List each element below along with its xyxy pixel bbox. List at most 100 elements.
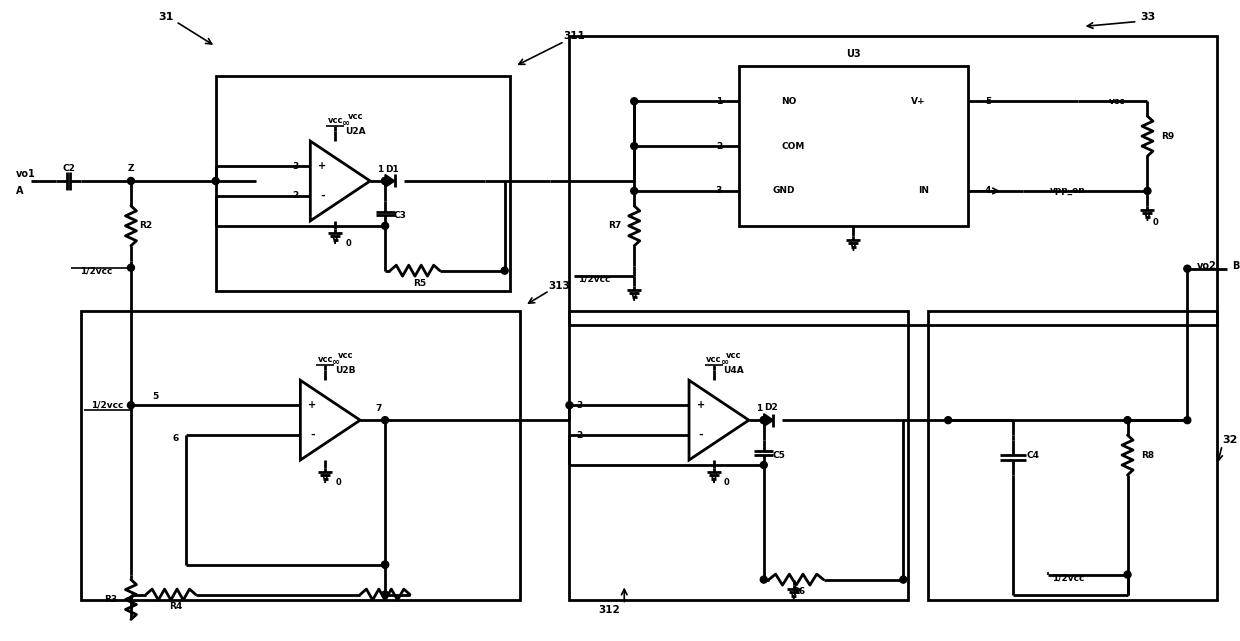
Circle shape: [382, 561, 388, 568]
Circle shape: [631, 142, 637, 149]
Text: C3: C3: [393, 212, 407, 221]
Text: +: +: [319, 161, 326, 171]
Text: 6: 6: [172, 433, 179, 442]
Bar: [81, 310, 520, 599]
Polygon shape: [386, 174, 394, 187]
Text: ∞: ∞: [341, 118, 350, 128]
Polygon shape: [764, 413, 774, 427]
Circle shape: [128, 178, 134, 185]
Circle shape: [382, 561, 388, 568]
Text: IN: IN: [918, 187, 929, 196]
Text: 31: 31: [159, 12, 174, 22]
Text: A: A: [16, 186, 24, 196]
Text: vcc: vcc: [337, 351, 353, 360]
Text: Z: Z: [128, 163, 134, 172]
Text: 1: 1: [715, 97, 722, 106]
Text: R6: R6: [792, 587, 805, 596]
Text: U2B: U2B: [335, 366, 356, 375]
Text: V+: V+: [911, 97, 925, 106]
Text: 0: 0: [345, 239, 351, 248]
Text: ∞: ∞: [331, 357, 340, 367]
Text: U3: U3: [846, 49, 861, 60]
Text: 0: 0: [335, 478, 341, 487]
Text: GND: GND: [773, 187, 795, 196]
Circle shape: [631, 187, 637, 194]
Text: ∞: ∞: [720, 357, 728, 367]
Circle shape: [900, 576, 906, 583]
Text: R7: R7: [608, 221, 621, 230]
Text: 1/2vcc: 1/2vcc: [91, 401, 124, 410]
Text: vcc: vcc: [727, 351, 742, 360]
Text: 5: 5: [985, 97, 991, 106]
Circle shape: [760, 417, 768, 424]
Text: C5: C5: [773, 451, 785, 460]
Circle shape: [1145, 187, 1151, 194]
Text: B: B: [1233, 261, 1240, 271]
Text: 4: 4: [985, 187, 991, 196]
Text: 311: 311: [563, 31, 585, 42]
Text: D2: D2: [764, 403, 777, 412]
Text: 3: 3: [577, 401, 583, 410]
Text: 1/2vcc: 1/2vcc: [79, 266, 113, 275]
Text: -: -: [310, 430, 315, 440]
Text: vcc: vcc: [1110, 97, 1126, 106]
Text: 33: 33: [1140, 12, 1156, 22]
Text: 1/2vcc: 1/2vcc: [1052, 573, 1084, 582]
Circle shape: [128, 402, 134, 409]
Text: 1: 1: [755, 404, 761, 413]
Circle shape: [945, 417, 951, 424]
Text: 3: 3: [293, 162, 299, 171]
Circle shape: [128, 264, 134, 271]
Text: +: +: [309, 400, 316, 410]
Text: U4A: U4A: [723, 366, 744, 375]
Circle shape: [760, 417, 768, 424]
Text: NO: NO: [781, 97, 796, 106]
Text: vcc: vcc: [347, 112, 363, 121]
Text: -: -: [698, 430, 703, 440]
Bar: [739, 67, 968, 226]
Text: R3: R3: [104, 595, 118, 604]
Bar: [216, 76, 510, 290]
Text: R9: R9: [1161, 131, 1174, 140]
Text: vcc: vcc: [317, 355, 334, 364]
Circle shape: [212, 178, 219, 185]
Circle shape: [382, 222, 388, 229]
Text: vpp_en: vpp_en: [1050, 187, 1085, 196]
Text: 3: 3: [715, 187, 722, 196]
Text: 7: 7: [374, 404, 381, 413]
Text: 0: 0: [724, 478, 730, 487]
Text: 0: 0: [1152, 219, 1158, 228]
Circle shape: [760, 576, 768, 583]
Text: 312: 312: [599, 604, 620, 615]
Text: 5: 5: [153, 392, 159, 401]
Text: COM: COM: [782, 142, 805, 151]
Circle shape: [1123, 571, 1131, 578]
Circle shape: [631, 98, 637, 104]
Circle shape: [382, 178, 388, 185]
Text: 1: 1: [377, 165, 383, 174]
Bar: [929, 310, 1218, 599]
Text: 32: 32: [1223, 435, 1238, 445]
Text: 313: 313: [548, 281, 570, 290]
Text: -: -: [320, 191, 325, 201]
Circle shape: [1184, 265, 1190, 272]
Text: C4: C4: [1027, 451, 1039, 460]
Text: 2: 2: [577, 431, 583, 440]
Bar: [569, 310, 908, 599]
Text: R5: R5: [413, 279, 427, 288]
Text: vcc: vcc: [327, 115, 343, 125]
Text: R8: R8: [1141, 451, 1154, 460]
Text: 2: 2: [293, 192, 299, 201]
Text: 2: 2: [715, 142, 722, 151]
Circle shape: [760, 462, 768, 469]
Text: C2: C2: [62, 163, 76, 172]
Text: R2: R2: [139, 221, 153, 230]
Circle shape: [382, 591, 388, 598]
Text: 1/2vcc: 1/2vcc: [578, 274, 610, 283]
Bar: [569, 37, 1218, 326]
Text: vcc: vcc: [707, 355, 722, 364]
Text: U2A: U2A: [345, 127, 366, 136]
Circle shape: [382, 178, 388, 185]
Circle shape: [501, 267, 508, 274]
Text: vo1: vo1: [16, 169, 36, 179]
